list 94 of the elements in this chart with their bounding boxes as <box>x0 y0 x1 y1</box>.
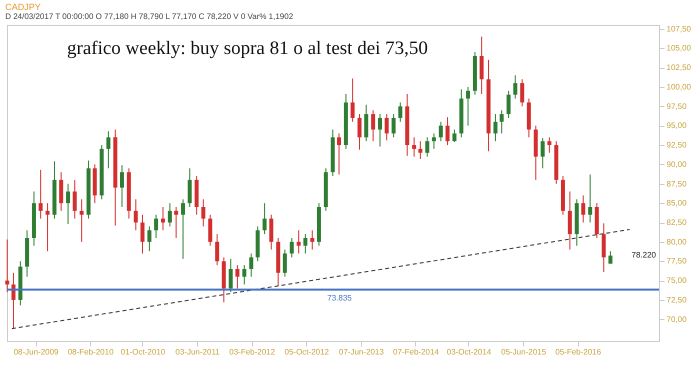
chart-title: CADJPY <box>5 2 41 12</box>
candlestick <box>392 114 396 138</box>
y-tick-label: 107,50 <box>666 24 692 34</box>
candlestick <box>72 179 77 220</box>
candlestick <box>140 214 144 254</box>
x-tick-label: 03-Oct-2014 <box>446 348 492 356</box>
candlestick <box>147 226 152 252</box>
y-tick-label: 70,00 <box>666 314 688 324</box>
candlestick <box>588 174 592 223</box>
candlestick <box>38 169 43 220</box>
candlestick <box>432 132 436 150</box>
candlestick <box>290 237 294 258</box>
candlestick <box>303 234 308 254</box>
candlestick <box>350 78 355 122</box>
y-tick-label: 97,50 <box>666 102 688 111</box>
candlestick <box>358 114 362 150</box>
candlestick <box>249 252 254 278</box>
candlestick <box>371 110 376 142</box>
x-tick-label: 05-Oct-2012 <box>284 348 330 356</box>
candlestick <box>446 116 450 146</box>
candlestick <box>269 214 274 250</box>
candlestick <box>80 198 84 242</box>
candlestick <box>500 110 504 134</box>
candlestick <box>134 198 138 231</box>
y-tick-label: 105,00 <box>666 44 692 53</box>
candlestick <box>602 222 606 273</box>
ref-line-label: 73.835 <box>327 294 352 303</box>
x-tick-label: 03-Jun-2011 <box>175 348 220 356</box>
candlestick <box>425 136 430 158</box>
y-tick-label: 87,50 <box>666 179 688 188</box>
candlestick <box>608 250 612 264</box>
candlestick <box>296 230 301 254</box>
candlestick <box>262 202 267 235</box>
y-tick-label: 100,00 <box>666 82 692 92</box>
candlestick <box>520 78 524 107</box>
y-tick-label: 80,00 <box>666 237 688 246</box>
candlestick <box>215 234 220 266</box>
candlestick <box>506 90 511 118</box>
y-tick-label: 95,00 <box>666 121 688 130</box>
candlestick <box>242 264 246 285</box>
candlestick <box>547 136 552 154</box>
x-tick-label: 07-Jun-2013 <box>338 348 384 356</box>
candlestick <box>228 258 233 293</box>
y-tick-label: 82,50 <box>666 218 688 227</box>
candlestick <box>59 172 64 212</box>
x-tick-label: 07-Feb-2014 <box>393 348 440 356</box>
y-tick-label: 102,50 <box>666 63 692 72</box>
candlestick <box>581 194 586 223</box>
candlestick <box>208 214 212 246</box>
candlestick <box>168 202 172 227</box>
candlestick <box>398 102 402 122</box>
candlestick <box>452 129 456 142</box>
candlestick <box>235 264 240 289</box>
candlestick <box>66 183 70 225</box>
candlestick <box>540 138 545 169</box>
y-tick-label: 72,50 <box>666 295 688 304</box>
candlestick <box>201 198 206 227</box>
x-tick-label: 03-Feb-2012 <box>229 348 276 356</box>
candlestick <box>378 114 382 148</box>
y-tick-label: 85,00 <box>666 198 688 208</box>
candlestick <box>384 114 389 141</box>
y-tick-label: 75,00 <box>666 276 688 286</box>
x-tick-label: 05-Jun-2015 <box>501 348 547 356</box>
annotation: 78.220 <box>632 250 657 260</box>
y-tick-label: 90,00 <box>666 160 688 169</box>
candlestick <box>480 36 484 94</box>
candlestick <box>154 214 158 238</box>
candlestick <box>282 249 287 278</box>
y-tick-label: 77,50 <box>666 256 688 266</box>
annotation: grafico weekly: buy sopra 81 o al test dei 73,50 <box>67 38 428 59</box>
candlestick <box>337 132 342 175</box>
x-tick-label: 01-Oct-2010 <box>120 348 166 356</box>
x-tick-label: 08-Feb-2010 <box>68 348 114 356</box>
candlestick <box>5 239 10 293</box>
candlestick <box>174 206 178 238</box>
candlestick <box>120 164 124 208</box>
candlestick <box>160 206 165 231</box>
candlestick <box>188 168 192 208</box>
candlestick <box>466 86 470 126</box>
candlestick <box>46 202 50 252</box>
candlestick <box>493 114 498 142</box>
x-tick-label: 05-Feb-2016 <box>555 348 602 356</box>
candlestick <box>310 230 314 250</box>
candlestick <box>568 191 572 250</box>
candlestick <box>438 121 443 142</box>
candlestick <box>412 136 416 158</box>
chart-subtitle: D 24/03/2017 T 00:00:00 O 77,180 H 78,790 L 77,170 C 78,220 V 0 Var% 1,1902 <box>5 12 294 21</box>
candlestick <box>364 104 368 142</box>
candlestick <box>181 198 186 260</box>
candlestick <box>418 140 422 160</box>
x-tick-label: 08-Jun-2009 <box>14 348 60 356</box>
y-tick-label: 92,50 <box>666 140 688 150</box>
candlestick <box>513 74 518 100</box>
candlestick <box>106 130 110 169</box>
